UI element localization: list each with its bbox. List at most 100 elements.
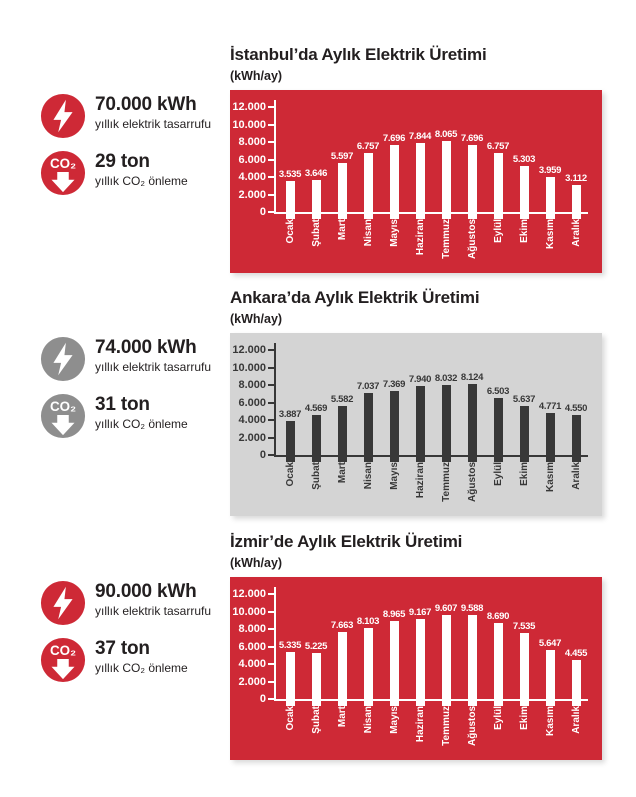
x-axis-tick <box>312 457 321 462</box>
bar-value-label: 8.965 <box>382 609 406 620</box>
y-axis-tick-label: 8.000 <box>238 379 266 391</box>
x-axis-tick <box>286 701 295 706</box>
bar-value-label: 4.771 <box>538 401 562 412</box>
x-axis-tick <box>338 457 347 462</box>
y-axis-tick-label: 2.000 <box>238 188 266 201</box>
x-axis-month-label: Ocak <box>285 706 296 731</box>
stat-energy: 90.000 kWh yıllık elektrik tasarrufu <box>40 580 211 626</box>
y-axis-tick-label: 8.000 <box>238 136 266 148</box>
bar <box>572 415 581 455</box>
x-axis-tick <box>520 214 529 219</box>
bar-chart-ankara: 12.000 10.000 8.000 6.000 4.000 2.000 0 3.887 Oc… <box>230 333 602 516</box>
x-axis-month-label: Mart <box>337 219 348 241</box>
x-axis-tick <box>442 701 451 706</box>
x-axis-month-label: Haziran <box>415 706 426 743</box>
bar-value-label: 7.369 <box>382 379 406 390</box>
bar-value-label: 6.503 <box>486 386 510 397</box>
bar-value-label: 7.696 <box>460 133 484 144</box>
bar-value-label: 8.065 <box>434 129 458 140</box>
bar-value-label: 3.646 <box>304 168 328 179</box>
x-axis-month-label: Şubat <box>311 462 322 490</box>
y-axis-tick-label: 6.000 <box>238 153 266 166</box>
section-izmir: 90.000 kWh yıllık elektrik tasarrufu CO₂… <box>0 532 636 772</box>
y-axis-tick-label: 2.000 <box>238 431 266 444</box>
x-axis-tick <box>494 214 503 219</box>
x-axis-month-label: Eylül <box>493 462 504 486</box>
y-axis-tick-label: 12.000 <box>232 101 266 113</box>
y-axis-tick <box>268 419 274 421</box>
y-axis-line <box>274 587 276 701</box>
chart-subtitle: (kWh/ay) <box>230 556 283 571</box>
x-axis-month-label: Mart <box>337 706 348 728</box>
x-axis-tick <box>442 457 451 462</box>
bar-value-label: 5.335 <box>278 640 302 651</box>
y-axis-tick <box>268 158 274 161</box>
bar <box>572 660 581 699</box>
bar <box>312 653 321 699</box>
bar <box>546 413 555 455</box>
x-axis-tick <box>364 701 373 706</box>
stat-co2: CO₂ 29 ton yıllık CO₂ önleme <box>40 150 211 196</box>
x-axis-month-label: Temmuz <box>441 706 452 746</box>
y-axis-tick-label: 4.000 <box>238 414 266 426</box>
bar <box>338 632 347 699</box>
x-axis-month-label: Kasım <box>545 462 556 493</box>
bar-value-label: 6.757 <box>486 141 510 152</box>
x-axis-month-label: Ağustos <box>467 219 478 259</box>
x-axis-month-label: Ocak <box>285 219 296 244</box>
x-axis-tick <box>572 457 581 462</box>
x-axis-tick <box>546 457 555 462</box>
bar <box>468 145 477 212</box>
x-axis-tick <box>468 457 477 462</box>
bar <box>364 393 373 455</box>
bar-value-label: 7.037 <box>356 381 380 392</box>
co2-label: yıllık CO₂ önleme <box>95 660 188 675</box>
bar <box>546 177 555 212</box>
bar-value-label: 9.607 <box>434 603 458 614</box>
bar-value-label: 6.757 <box>356 141 380 152</box>
x-axis-tick <box>286 457 295 462</box>
co2-value: 37 ton <box>95 638 150 659</box>
y-axis-tick <box>268 593 274 595</box>
bar <box>468 384 477 455</box>
y-axis-tick-label: 0 <box>259 693 266 705</box>
bar <box>338 406 347 455</box>
chart-title: Ankara’da Aylık Elektrik Üretimi <box>230 288 480 307</box>
bar <box>390 145 399 212</box>
y-axis-tick <box>268 123 274 126</box>
x-axis-month-label: Temmuz <box>441 219 452 259</box>
x-axis-tick <box>572 214 581 219</box>
x-axis-month-label: Ekim <box>519 219 530 243</box>
bar <box>390 621 399 699</box>
bar-value-label: 7.663 <box>330 620 354 631</box>
y-axis-line <box>274 343 276 457</box>
bar <box>546 650 555 699</box>
x-axis-tick <box>338 701 347 706</box>
chart-title: İzmir’de Aylık Elektrik Üretimi <box>230 532 463 551</box>
x-axis-month-label: Haziran <box>415 219 426 256</box>
y-axis-tick-label: 0 <box>259 206 266 218</box>
bar-value-label: 5.597 <box>330 151 354 162</box>
bar <box>442 141 451 212</box>
bar <box>494 153 503 212</box>
x-axis-tick <box>546 214 555 219</box>
co2-down-icon: CO₂ <box>40 637 86 683</box>
bar-value-label: 3.887 <box>278 409 302 420</box>
bar <box>364 628 373 699</box>
bar-value-label: 3.112 <box>565 173 587 184</box>
co2-label: yıllık CO₂ önleme <box>95 173 188 188</box>
co2-value: 31 ton <box>95 394 150 415</box>
bar <box>572 185 581 212</box>
x-axis-tick <box>442 214 451 219</box>
bar-value-label: 7.696 <box>382 133 406 144</box>
y-axis-tick-label: 4.000 <box>238 171 266 183</box>
bar <box>390 391 399 455</box>
bar-value-label: 9.167 <box>408 607 432 618</box>
y-axis-line <box>274 100 276 214</box>
bar-value-label: 8.690 <box>486 611 510 622</box>
y-axis-tick-label: 0 <box>259 449 266 461</box>
stats-ankara: 74.000 kWh yıllık elektrik tasarrufu CO₂… <box>40 336 211 439</box>
stat-energy: 70.000 kWh yıllık elektrik tasarrufu <box>40 93 211 139</box>
x-axis-tick <box>364 214 373 219</box>
chart-title: İstanbul’da Aylık Elektrik Üretimi <box>230 45 487 64</box>
